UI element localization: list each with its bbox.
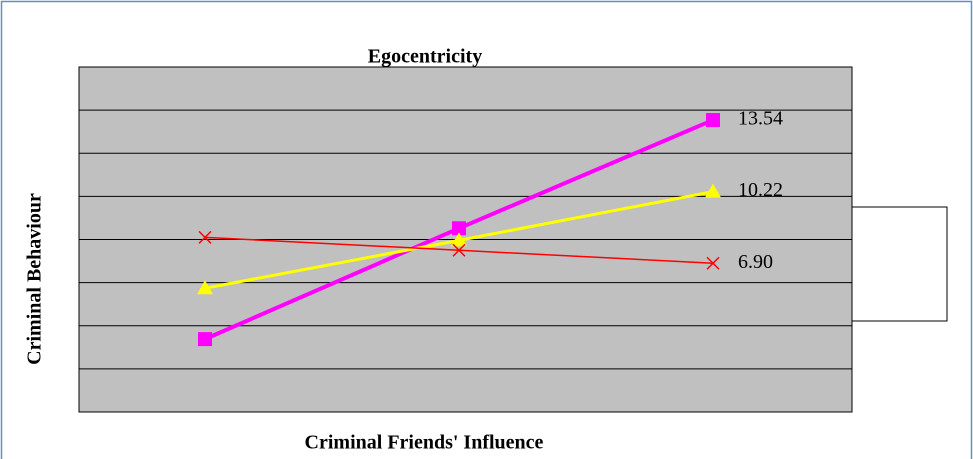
marker — [197, 280, 213, 295]
marker — [451, 232, 467, 247]
data-label: 6.90 — [738, 251, 773, 273]
chart-title: Egocentricity — [368, 46, 482, 68]
marker — [452, 221, 466, 236]
data-label: 10.22 — [738, 179, 783, 201]
marker — [198, 230, 212, 244]
x-axis-label: Criminal Friends' Influence — [305, 432, 544, 454]
marker — [198, 332, 212, 347]
data-label: 13.54 — [738, 108, 783, 130]
legend — [851, 206, 948, 322]
marker — [706, 113, 720, 128]
marker — [705, 183, 721, 198]
marker — [706, 256, 720, 270]
marker — [452, 243, 466, 257]
y-axis-label: Criminal Behaviour — [24, 193, 46, 365]
